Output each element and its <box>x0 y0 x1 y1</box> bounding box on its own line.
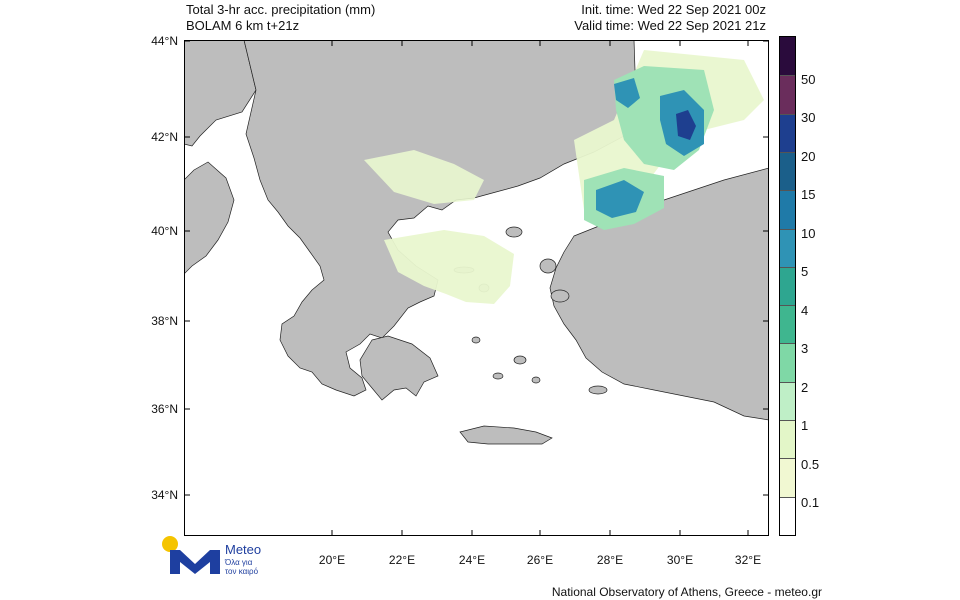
rain-light-greece <box>384 230 514 304</box>
colorbar-segment <box>780 113 795 152</box>
lon-label-32: 32°E <box>734 553 762 567</box>
colorbar-segment <box>780 343 795 382</box>
colorbar-label-4: 4 <box>801 303 809 318</box>
colorbar-label-0.1: 0.1 <box>801 495 820 510</box>
rain-light-north <box>364 150 484 204</box>
sun-icon <box>162 536 178 552</box>
colorbar-label-15: 15 <box>801 187 816 202</box>
land-crete <box>459 425 553 445</box>
colorbar-label-5: 5 <box>801 264 809 279</box>
logo-tagline-2: τον καιρό <box>225 567 259 576</box>
colorbar-segment <box>780 75 795 114</box>
colorbar-label-20: 20 <box>801 149 816 164</box>
meteo-logo: Meteo Όλα για τον καιρό <box>162 534 272 578</box>
lon-label-28: 28°E <box>596 553 624 567</box>
colorbar-label-50: 50 <box>801 72 816 87</box>
colorbar-segment <box>780 496 795 535</box>
precipitation-colorbar <box>779 36 796 536</box>
colorbar-label-10: 10 <box>801 226 816 241</box>
colorbar-label-1: 1 <box>801 418 809 433</box>
rain-heavy-west <box>614 78 640 108</box>
precipitation-map <box>184 40 769 536</box>
model-subtitle: BOLAM 6 km t+21z <box>186 18 300 33</box>
lon-label-26: 26°E <box>526 553 554 567</box>
precipitation-field <box>364 50 764 304</box>
lat-label-34: 34°N <box>151 488 178 502</box>
latitude-ticks <box>184 40 769 496</box>
land-peloponnese <box>359 335 439 401</box>
valid-time: Valid time: Wed 22 Sep 2021 21z <box>574 18 766 33</box>
lon-label-22: 22°E <box>388 553 416 567</box>
rain-heavy-marmara <box>596 180 644 218</box>
lat-label-38: 38°N <box>151 314 178 328</box>
colorbar-segment <box>780 266 795 306</box>
lat-label-44: 44°N <box>151 34 178 48</box>
lon-label-30: 30°E <box>666 553 694 567</box>
logo-tagline-1: Όλα για <box>225 558 253 567</box>
footer-credit: National Observatory of Athens, Greece -… <box>551 585 822 599</box>
land-balkans <box>243 40 637 397</box>
logo-m-icon <box>170 544 220 574</box>
colorbar-segment <box>780 420 795 459</box>
longitude-ticks <box>331 40 749 536</box>
lat-label-36: 36°N <box>151 402 178 416</box>
lat-label-40: 40°N <box>151 224 178 238</box>
colorbar-label-30: 30 <box>801 110 816 125</box>
lon-label-24: 24°E <box>458 553 486 567</box>
init-time: Init. time: Wed 22 Sep 2021 00z <box>581 2 766 17</box>
colorbar-segment <box>780 305 795 344</box>
logo-name: Meteo <box>225 542 262 557</box>
colorbar-segment <box>780 458 795 497</box>
colorbar-label-0.5: 0.5 <box>801 457 820 472</box>
lat-label-42: 42°N <box>151 130 178 144</box>
colorbar-segment <box>780 381 795 421</box>
colorbar-segment <box>780 228 795 267</box>
colorbar-label-2: 2 <box>801 380 809 395</box>
colorbar-segment <box>780 190 795 229</box>
colorbar-segment <box>780 37 795 76</box>
colorbar-label-3: 3 <box>801 341 809 356</box>
lon-label-20: 20°E <box>318 553 346 567</box>
colorbar-segment <box>780 151 795 191</box>
map-frame <box>184 40 769 536</box>
rain-max-core <box>676 110 696 140</box>
map-title: Total 3-hr acc. precipitation (mm) <box>186 2 376 17</box>
